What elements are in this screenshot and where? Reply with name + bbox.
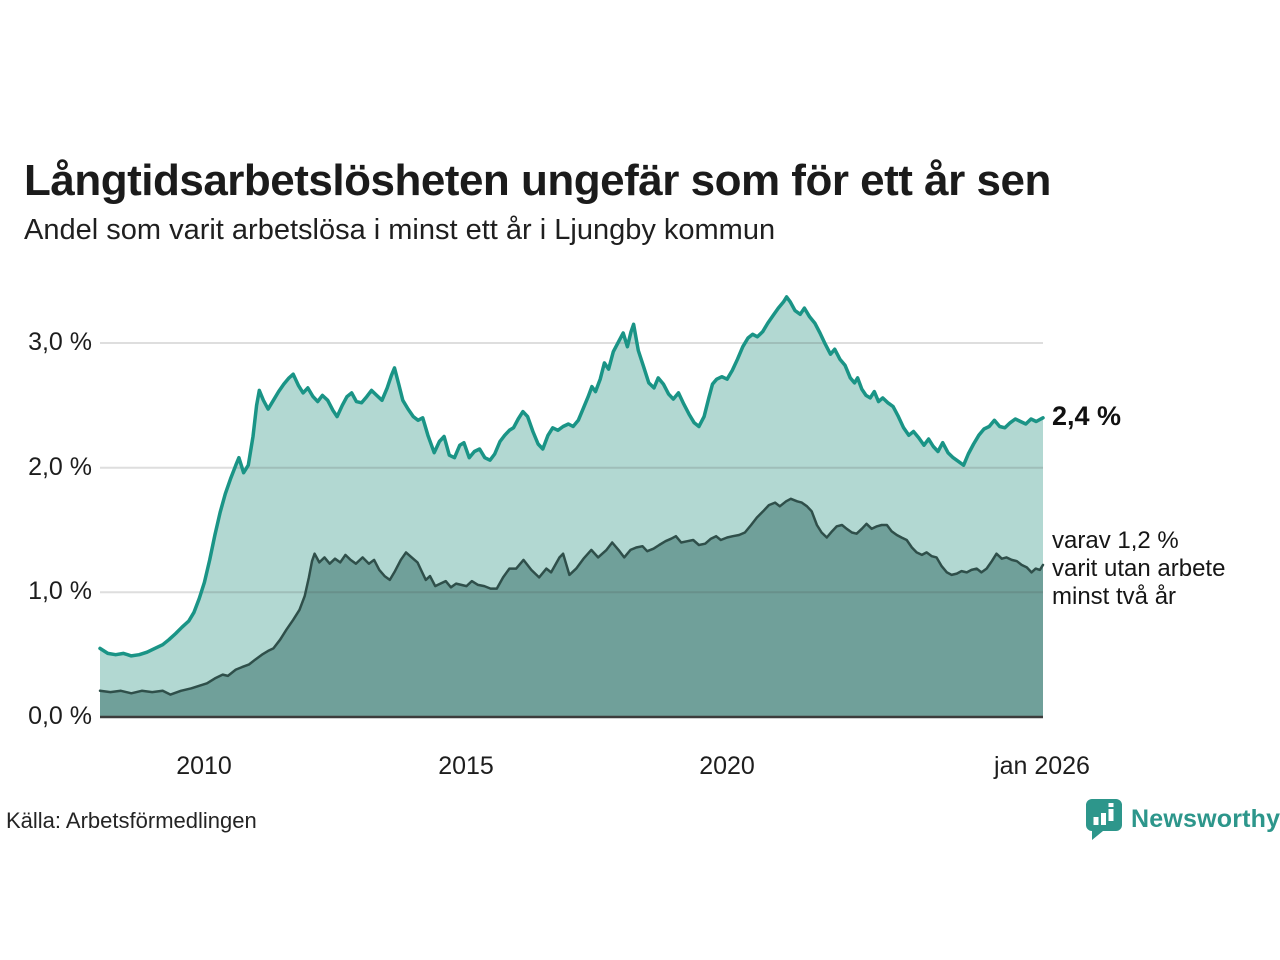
- y-axis-tick-label: 0,0 %: [28, 702, 92, 730]
- chart-title: Långtidsarbetslösheten ungefär som för e…: [24, 156, 1051, 206]
- source-label: Källa: Arbetsförmedlingen: [6, 808, 257, 833]
- secondary-value-line: varit utan arbete: [1052, 555, 1226, 582]
- brand-name: Newsworthy: [1131, 805, 1280, 833]
- x-axis-tick-label: 2020: [699, 752, 755, 780]
- y-axis-tick-label: 1,0 %: [28, 577, 92, 606]
- y-axis-tick-label: 2,0 %: [28, 452, 92, 481]
- newsworthy-icon: [1086, 799, 1122, 840]
- x-axis-tick-label: 2010: [176, 752, 232, 780]
- y-axis-tick-label: 3,0 %: [28, 328, 92, 356]
- secondary-value-line: varav 1,2 %: [1052, 527, 1179, 554]
- series-area-minst-tva-ar: [100, 498, 1043, 717]
- x-axis-tick-label: jan 2026: [994, 752, 1090, 780]
- series-line-minst-tva-ar: [98, 497, 1045, 696]
- secondary-value-label: varav 1,2 % varit utan arbete minst två …: [1052, 527, 1225, 611]
- latest-value-label: 2,4 %: [1052, 401, 1122, 431]
- series-line-minst-ett-ar: [98, 295, 1045, 658]
- secondary-value-line: minst två år: [1052, 583, 1177, 610]
- chart-subtitle: Andel som varit arbetslösa i minst ett å…: [24, 214, 776, 246]
- x-axis-tick-label: 2015: [438, 752, 494, 780]
- brand-logo: Newsworthy: [1086, 799, 1280, 840]
